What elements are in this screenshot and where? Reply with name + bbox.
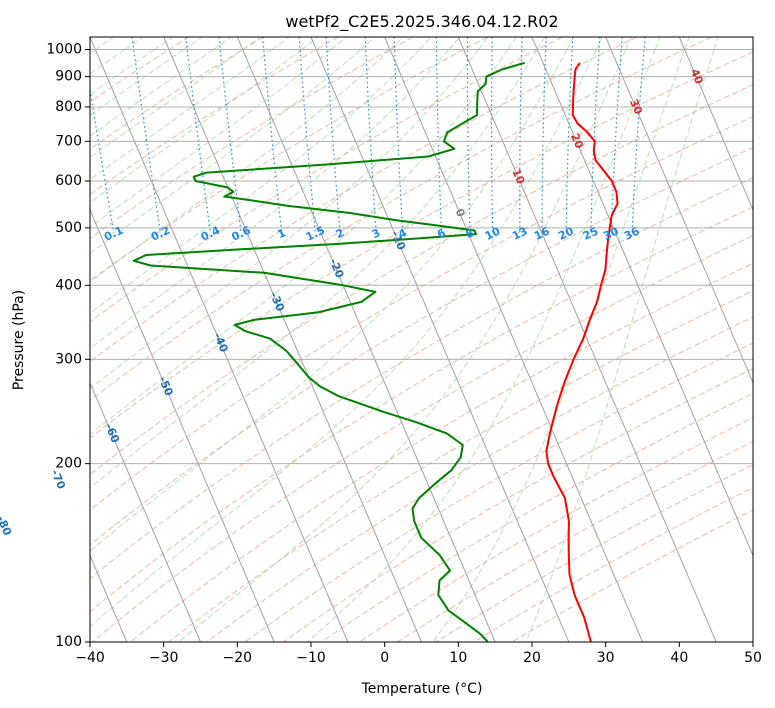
isotherm-line (90, 37, 349, 642)
x-tick-label: −10 (296, 650, 326, 666)
dry-adiabat-line (130, 262, 753, 642)
dry-adiabat-line (90, 37, 190, 103)
moist-adiabat-line (90, 37, 376, 255)
y-tick-label: 1000 (46, 42, 82, 58)
moist-adiabat-line (178, 37, 632, 642)
moist-adiabat-line (90, 37, 173, 96)
y-tick-label: 500 (55, 220, 82, 236)
moist-adiabat-line (90, 37, 517, 436)
isotherm-line (457, 37, 717, 642)
x-tick-label: −40 (75, 650, 105, 666)
x-tick-label: −30 (149, 650, 179, 666)
x-tick-label: 20 (523, 650, 541, 666)
y-tick-label: 300 (55, 351, 82, 367)
y-tick-label: 800 (55, 99, 82, 115)
mixing-ratio-label: 20 (556, 224, 576, 242)
plot-frame (89, 36, 754, 643)
x-tick-label: 40 (670, 650, 688, 666)
x-tick-label: 10 (449, 650, 467, 666)
temperature-profile (545, 62, 619, 642)
isotherm-line (236, 37, 496, 642)
mixing-ratio-label: 16 (532, 224, 552, 242)
moist-adiabat-line (90, 37, 319, 204)
dry-adiabat-line (90, 37, 638, 363)
x-tick-label: −20 (223, 650, 253, 666)
dewpoint-profile (132, 61, 525, 642)
axes: −40 −30 −20 −10 0 10 20 30 40 50 100 200 300 400 500 60… (46, 42, 762, 666)
background-lines (90, 37, 753, 642)
isotherm-line (90, 381, 201, 642)
mixing-ratio-label: 25 (581, 225, 600, 243)
x-tick-label: 50 (744, 650, 762, 666)
moist-adiabat-line (90, 37, 290, 181)
mixing-ratio-label: 10 (483, 224, 503, 242)
isotherm-line (531, 37, 753, 557)
dry-adiabat-line (90, 116, 753, 511)
moist-adiabat-line (90, 37, 404, 283)
moist-adiabat-line (90, 37, 603, 627)
y-tick-label: 700 (55, 133, 82, 149)
y-tick-label: 400 (55, 277, 82, 293)
x-tick-label: 0 (380, 650, 389, 666)
isotherm-line (310, 37, 570, 642)
moist-adiabat-line (90, 37, 347, 228)
moist-adiabat-line (90, 37, 114, 54)
mixing-ratio-line (90, 85, 115, 234)
y-tick-label: 100 (55, 634, 82, 650)
isotherm-label: 10 (509, 167, 527, 186)
moist-adiabat-line (90, 37, 232, 137)
isotherm-line (384, 37, 643, 642)
moist-adiabat-line (90, 37, 546, 489)
dry-adiabat-line (90, 206, 753, 613)
moist-adiabat-line (307, 37, 661, 642)
x-axis-title: Temperature (°C) (361, 681, 483, 697)
y-axis-title: Pressure (hPa) (11, 290, 27, 390)
chart-title: wetPf2_C2E5.2025.346.04.12.R02 (285, 12, 558, 32)
y-tick-label: 600 (55, 173, 82, 189)
dry-adiabat-line (90, 37, 488, 282)
moist-adiabat-line (90, 37, 461, 350)
y-tick-label: 900 (55, 69, 82, 85)
dry-adiabat-line (206, 316, 753, 642)
moist-adiabat-line (90, 37, 144, 75)
mixing-ratio-label: 30 (601, 224, 621, 242)
dry-adiabat-line (90, 37, 563, 323)
y-tick-label: 200 (55, 456, 82, 472)
isotherm-line (163, 37, 422, 642)
isotherm-line (605, 37, 753, 384)
dry-adiabat-line (90, 84, 753, 476)
profiles (132, 61, 619, 642)
moist-adiabat-line (90, 37, 489, 390)
moist-adiabat-line (90, 37, 261, 159)
moist-adiabat-line (90, 37, 432, 314)
mixing-ratio-label: 13 (510, 225, 529, 243)
mixing-ratio-label: 36 (622, 224, 642, 242)
dry-adiabat-line (90, 37, 339, 196)
isotherm-label: 40 (688, 67, 706, 86)
isotherm-line (678, 37, 753, 212)
dry-adiabat-line (282, 367, 753, 642)
moist-adiabat-line (525, 37, 719, 642)
moist-adiabat-line (432, 37, 690, 642)
isotherm-line (90, 208, 275, 642)
dry-adiabat-line (90, 146, 753, 546)
x-tick-label: 30 (597, 650, 615, 666)
isotherm-label: 20 (568, 131, 586, 150)
isotherm-label: 30 (627, 97, 645, 116)
dry-adiabat-line (90, 51, 753, 439)
